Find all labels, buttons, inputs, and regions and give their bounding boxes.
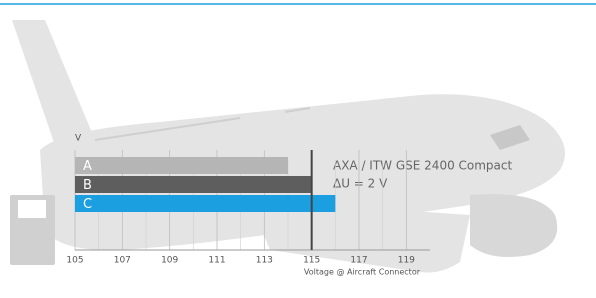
bar xyxy=(75,157,288,174)
x-tick-label: 107 xyxy=(114,256,131,266)
annotation: AXA / ITW GSE 2400 Compact xyxy=(333,159,513,173)
bar-label: B xyxy=(83,178,92,193)
bar-label: C xyxy=(83,197,92,212)
bar xyxy=(75,176,312,193)
chart: V AXA / ITW GSE 2400 Compact ΔU = 2 V Vo… xyxy=(0,0,596,298)
annotation: ΔU = 2 V xyxy=(333,177,388,191)
y-axis-label: V xyxy=(75,134,82,144)
x-tick-label: 111 xyxy=(208,256,225,266)
bar xyxy=(75,195,335,212)
x-tick-label: 109 xyxy=(161,256,178,266)
x-tick-label: 115 xyxy=(303,256,320,266)
x-tick-label: 117 xyxy=(350,256,367,266)
x-axis-label: Voltage @ Aircraft Connector xyxy=(304,268,421,277)
x-tick-label: 119 xyxy=(398,256,415,266)
x-tick-label: 105 xyxy=(66,256,83,266)
x-tick-label: 113 xyxy=(256,256,273,266)
bar-label: A xyxy=(83,159,92,174)
